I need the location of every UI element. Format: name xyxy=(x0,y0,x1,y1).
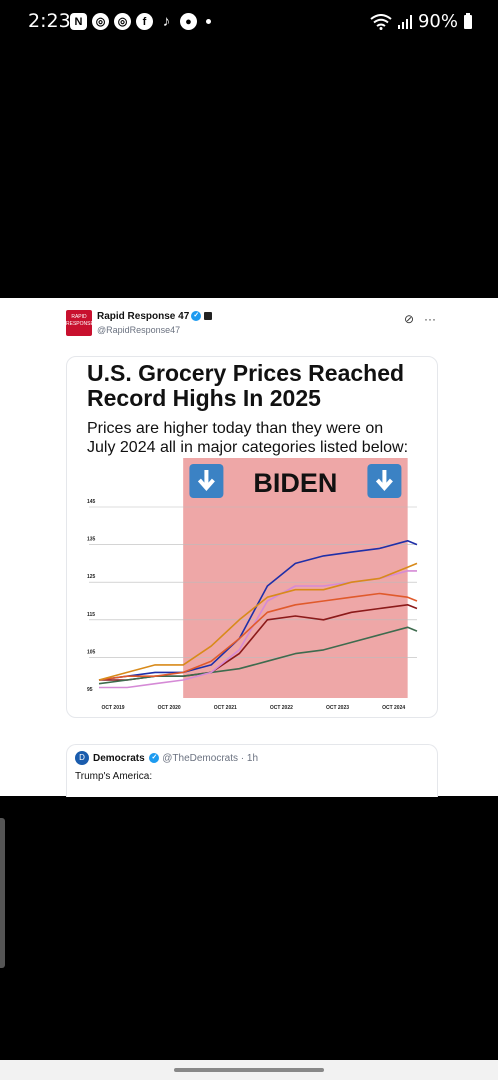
tweet-actions: ⊘ ··· xyxy=(404,312,436,326)
author-handle[interactable]: @RapidResponse47 xyxy=(97,325,181,335)
quoted-tweet[interactable]: D Democrats ✓ @TheDemocrats · 1h Trump's… xyxy=(66,744,438,797)
x-tick-label: OCT 2021 xyxy=(214,705,237,711)
y-tick-label: 135 xyxy=(87,537,96,543)
banner-arrow-right-glyph xyxy=(375,470,393,492)
quoted-text: Trump's America: xyxy=(75,771,153,782)
status-bar: 2:23 N ◎ ◎ f ♪ ● 90% xyxy=(0,0,498,44)
signal-app-icon: ◎ xyxy=(92,13,109,30)
y-tick-label: 125 xyxy=(87,574,96,580)
image-content[interactable]: RAPID RESPONSE Rapid Response 47 ✓ @Rapid… xyxy=(0,298,498,797)
price-chart: BIDEN 95 105 115 125 135 145 OCT 2019 OCT 2020 OC… xyxy=(87,458,418,711)
x-tick-label: OCT 2024 xyxy=(382,705,405,711)
status-time: 2:23 xyxy=(28,10,71,32)
y-tick-label: 105 xyxy=(87,649,96,655)
quoted-author[interactable]: Democrats xyxy=(93,753,145,764)
edge-panel-handle[interactable] xyxy=(0,818,5,968)
series-line-grocery xyxy=(98,540,418,681)
n-app-icon: N xyxy=(70,13,87,30)
affiliation-badge-icon xyxy=(204,312,213,321)
more-notifications-dot-icon xyxy=(206,19,211,24)
x-tick-label: OCT 2022 xyxy=(270,705,293,711)
shaded-region xyxy=(183,458,408,698)
chart-card[interactable]: U.S. Grocery Prices Reached Record Highs… xyxy=(66,356,438,718)
more-options-icon[interactable]: ··· xyxy=(424,312,436,326)
battery-icon xyxy=(464,12,472,29)
series-line-produce xyxy=(98,592,418,681)
x-tick-label: OCT 2019 xyxy=(101,705,124,711)
wifi-icon xyxy=(370,13,392,30)
banner-text: BIDEN xyxy=(253,468,337,498)
x-tick-label: OCT 2020 xyxy=(158,705,181,711)
x-tick-label: OCT 2023 xyxy=(326,705,349,711)
author-name[interactable]: Rapid Response 47 xyxy=(97,311,190,322)
reddit-icon: ● xyxy=(180,13,197,30)
headline-line-2: Record Highs In 2025 xyxy=(87,385,321,411)
democrats-logo-icon: D xyxy=(75,751,89,765)
subtitle-line-1: Prices are higher today than they were o… xyxy=(87,420,384,437)
home-gesture-pill[interactable] xyxy=(174,1068,324,1072)
notification-icons: N ◎ ◎ f ♪ ● xyxy=(70,13,211,30)
chart-subtitle: Prices are higher today than they were o… xyxy=(87,419,427,457)
quoted-time: · 1h xyxy=(240,753,259,764)
tiktok-icon: ♪ xyxy=(162,13,171,30)
author-avatar[interactable]: RAPID RESPONSE xyxy=(66,310,94,336)
quoted-author-row: Democrats ✓ @TheDemocrats · 1h xyxy=(93,753,258,764)
y-tick-label: 95 xyxy=(87,687,93,693)
navigation-bar xyxy=(0,1060,498,1080)
signal-app-icon: ◎ xyxy=(114,13,131,30)
series-line-meat xyxy=(98,562,418,681)
subtitle-line-2: July 2024 all in major categories listed… xyxy=(87,439,409,456)
verified-badge-icon: ✓ xyxy=(191,311,202,322)
status-right: 90% xyxy=(370,11,472,32)
banner-arrow-left-glyph xyxy=(197,470,215,492)
y-tick-label: 145 xyxy=(87,499,96,505)
author-name-row: Rapid Response 47 ✓ xyxy=(97,311,213,322)
quoted-handle[interactable]: @TheDemocrats xyxy=(162,753,238,764)
cell-signal-icon xyxy=(397,14,412,29)
facebook-icon: f xyxy=(136,13,153,30)
grok-icon[interactable]: ⊘ xyxy=(403,312,414,326)
quoted-verified-badge-icon: ✓ xyxy=(149,753,160,764)
y-tick-label: 115 xyxy=(87,612,95,618)
chart-headline: U.S. Grocery Prices Reached Record Highs… xyxy=(87,361,427,411)
headline-line-1: U.S. Grocery Prices Reached xyxy=(87,360,405,386)
battery-percent: 90% xyxy=(417,11,458,32)
